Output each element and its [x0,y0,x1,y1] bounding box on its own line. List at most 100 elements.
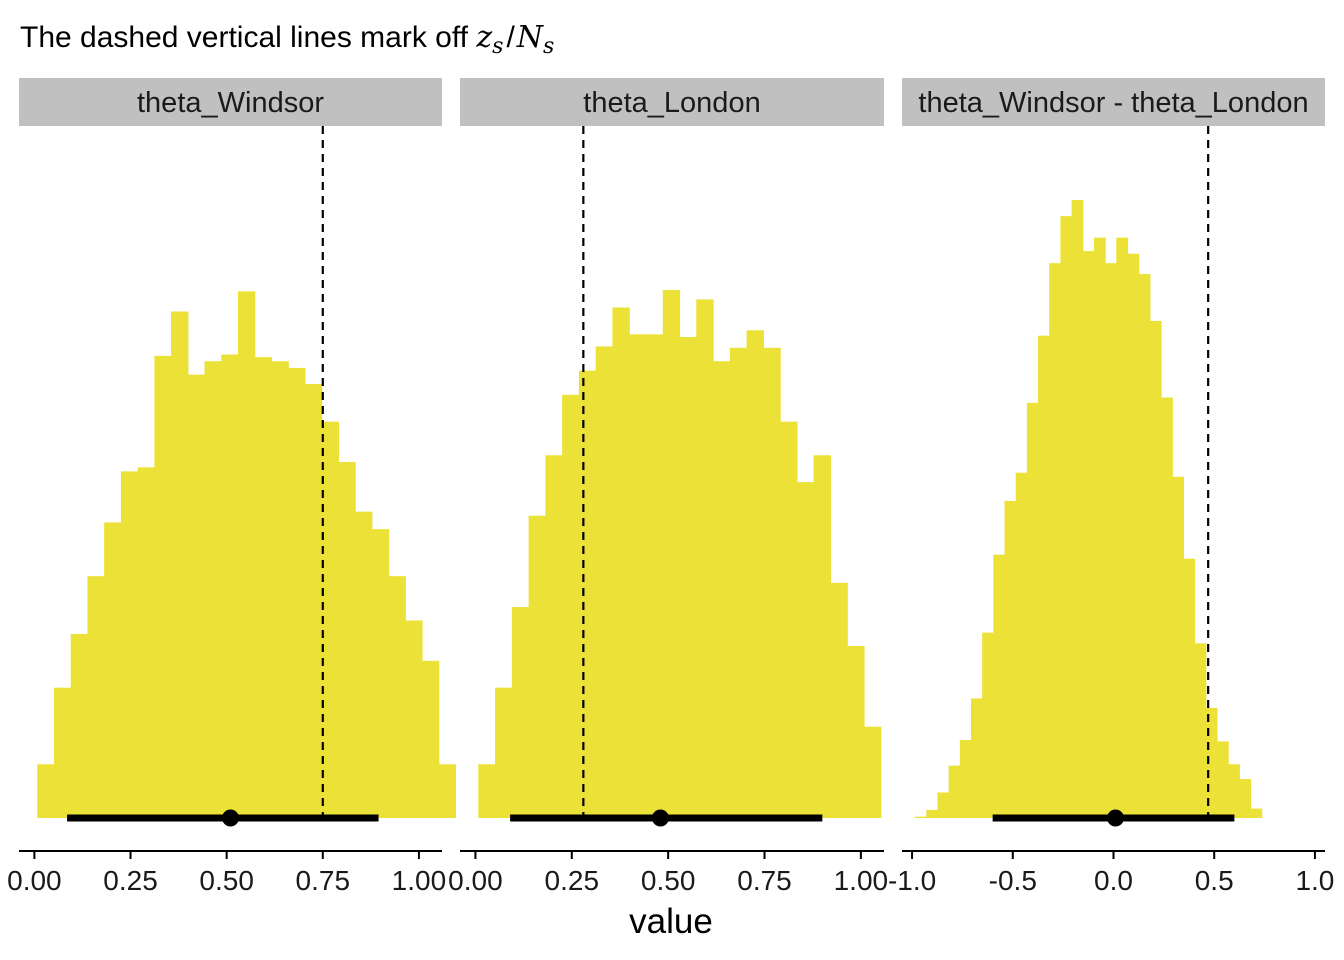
histogram-bar [993,554,1006,818]
histogram-bar [104,522,122,818]
histogram-bar [696,299,714,819]
histogram-bar [70,633,89,818]
histogram-bar [1239,779,1252,818]
title-math-n-sub: s [543,34,554,59]
facet-strip [902,78,1325,126]
histogram-bar [959,740,972,818]
histogram-bar [405,620,423,818]
histogram-bar [528,515,546,818]
point-estimate-marker [651,809,669,827]
point-estimate-marker [1107,809,1125,827]
x-tick-label: 0.25 [545,865,600,896]
histogram-bar [495,687,513,818]
histogram-bar [1060,216,1073,819]
x-tick-label: -1.0 [888,865,936,896]
histogram-bar [1216,741,1229,818]
histogram-bar [847,646,865,818]
histogram-bars [37,291,457,818]
title-math-z-sub: s [492,34,503,59]
facet-strip-label: theta_Windsor - theta_London [918,87,1308,119]
histogram-bar [863,726,882,818]
histogram-bar [796,482,815,818]
histogram-bar [254,357,273,818]
x-tick-label: 0.00 [7,865,62,896]
histogram-bar [645,334,664,818]
histogram-bar [422,660,440,818]
histogram-bar [763,347,781,818]
histogram-bar [830,582,848,818]
histogram-bar [1138,273,1151,818]
histogram-bar [1183,558,1196,818]
histogram-bar [304,384,323,818]
histogram-bar [679,337,697,818]
histogram-bar [338,461,356,818]
histogram-bar [1194,643,1207,818]
x-tick-label: 1.00 [392,865,447,896]
x-tick-label: 0.50 [641,865,696,896]
x-axis: 0.00 0.25 0.50 0.75 1.00 [448,850,889,896]
histogram-bar [1161,397,1173,818]
histogram-bar [53,687,72,818]
histogram-bar [629,334,647,818]
x-axis: -1.0 -0.5 0.0 0.5 1.0 [888,850,1334,896]
histogram-bar [562,394,580,818]
histogram-bar [355,511,373,818]
title-math-n: N [516,20,545,55]
facet-panel-3: theta_Windsor - theta_London -1.0 -0.5 0.0 0… [888,78,1334,896]
histogram-bars [478,290,882,819]
histogram-bar [478,764,496,818]
facet-strip-label: theta_London [583,87,760,119]
histogram-bar [915,816,927,818]
x-tick-label: -0.5 [989,865,1037,896]
histogram-bar [204,361,222,818]
histogram-bar [578,370,597,818]
histogram-bar [948,765,961,818]
histogram-bar [595,346,614,818]
histogram-bar [937,792,950,818]
title-math-z: z [475,20,492,55]
histogram-bars [915,200,1263,819]
histogram-bar [1026,402,1039,818]
histogram-bar [187,374,206,818]
point-estimate-marker [222,809,239,827]
histogram-bar [511,607,530,818]
x-axis: 0.00 0.25 0.50 0.75 1.00 [7,850,447,896]
histogram-bar [388,576,406,818]
facet-panel-1: theta_Windsor 0.00 0.25 0.50 0.75 1.00 [7,78,457,896]
histogram-bar [970,698,983,818]
histogram-bar [171,311,189,818]
histogram-bar [1205,707,1218,818]
histogram-bar [1172,476,1184,818]
histogram-bar [120,471,139,818]
histogram-bar [1015,472,1028,818]
x-tick-label: 0.75 [737,865,792,896]
histogram-bar [288,367,306,818]
x-tick-label: 0.75 [296,865,351,896]
histogram-bar [137,467,155,818]
x-tick-label: 1.0 [1295,865,1334,896]
histogram-bar [237,291,256,818]
histogram-bar [1049,263,1062,819]
histogram-bar [713,361,731,818]
facet-strip [19,78,442,126]
x-tick-label: 0.25 [103,865,158,896]
histogram-bar [1004,500,1017,818]
title-math-slash: / [506,21,515,54]
histogram-bar [154,355,172,818]
histogram-bar [1038,335,1050,818]
facet-strip-label: theta_Windsor [137,87,324,119]
x-tick-label: 1.00 [834,865,889,896]
facet-panel-2: theta_London 0.00 0.25 0.50 0.75 1.00 [448,78,888,896]
histogram-bar [662,290,681,818]
histogram-bar [926,809,939,818]
x-tick-label: 0.5 [1195,865,1234,896]
histogram-bar [813,455,832,818]
histogram-bar [1082,251,1095,818]
histogram-bar [271,361,289,818]
histogram-bar [1116,237,1129,819]
histogram-bar [1071,200,1084,818]
chart-title: The dashed vertical lines mark off zs/Ns [20,20,554,59]
histogram-bar [221,354,239,818]
x-tick-label: 0.0 [1094,865,1133,896]
